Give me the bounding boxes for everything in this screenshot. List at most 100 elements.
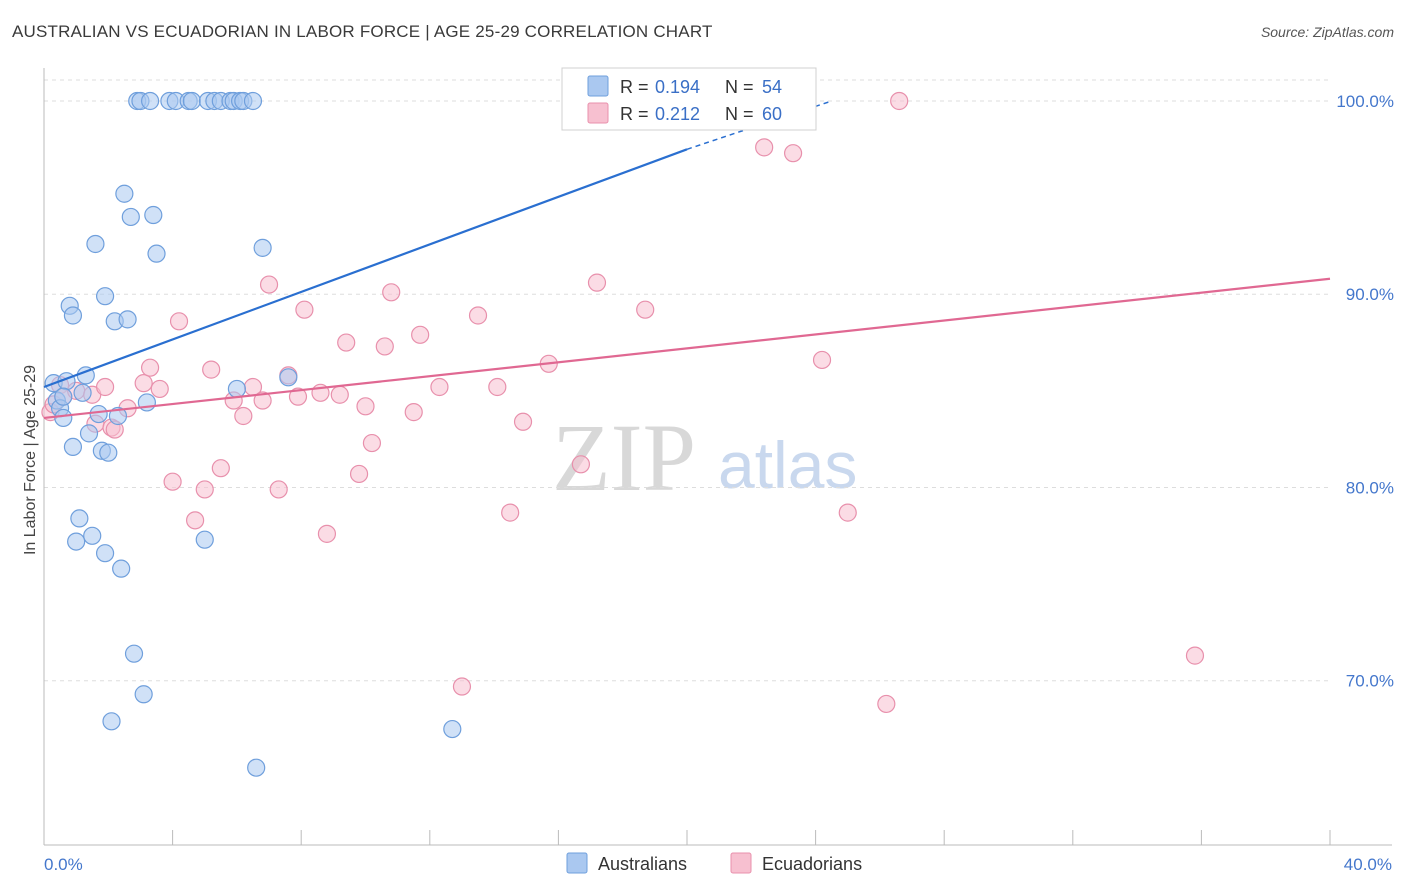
australians-point[interactable] [63, 306, 83, 325]
y-tick-label: 100.0% [1336, 92, 1394, 111]
australians-point[interactable] [443, 719, 462, 739]
ecuadorians-point[interactable] [186, 511, 205, 530]
australians-point[interactable] [118, 310, 137, 329]
ecuadorians-point[interactable] [411, 325, 430, 344]
ecuadorians-point[interactable] [452, 677, 472, 696]
australians-point[interactable] [54, 387, 73, 406]
ecuadorians-point[interactable] [195, 480, 214, 499]
australians-point[interactable] [253, 238, 272, 257]
australians-point[interactable] [83, 526, 102, 545]
australians-point[interactable] [112, 559, 131, 578]
ecuadorians-point[interactable] [337, 333, 356, 352]
legend-r-value-ecuadorians: 0.212 [655, 104, 700, 124]
australians-point[interactable] [144, 205, 163, 225]
ecuadorians-point[interactable] [134, 374, 153, 393]
ecuadorians-point[interactable] [295, 300, 314, 319]
bottom-legend-swatch-ecuadorians[interactable] [730, 852, 752, 874]
australians-point[interactable] [70, 509, 89, 528]
australians-point[interactable] [243, 91, 263, 111]
ecuadorians-point[interactable] [382, 283, 401, 302]
bottom-legend-label-australians[interactable]: Australians [598, 854, 687, 874]
ecuadorians-trend-line [43, 277, 1331, 420]
australians-point[interactable] [86, 234, 105, 254]
ecuadorians-point[interactable] [356, 397, 375, 416]
australians-point[interactable] [95, 287, 115, 306]
ecuadorians-point[interactable] [877, 694, 896, 714]
ecuadorians-point[interactable] [783, 144, 803, 163]
stats-legend: R = 0.194 N = 54 R = 0.212 N = 60 [561, 67, 817, 131]
australians-point[interactable] [89, 404, 108, 424]
ecuadorians-point[interactable] [430, 377, 449, 397]
ecuadorians-point[interactable] [349, 464, 369, 484]
australians-point[interactable] [121, 207, 140, 227]
ecuadorians-point[interactable] [202, 360, 221, 379]
australians-point[interactable] [102, 712, 121, 731]
ecuadorians-point[interactable] [636, 300, 655, 319]
australians-point[interactable] [195, 530, 214, 549]
x-tick-label-max: 40.0% [1344, 855, 1392, 874]
australians-point[interactable] [67, 532, 86, 551]
australians-point[interactable] [227, 379, 246, 399]
ecuadorians-point[interactable] [234, 406, 253, 426]
ecuadorians-point[interactable] [375, 337, 394, 356]
bottom-legend-label-ecuadorians[interactable]: Ecuadorians [762, 854, 862, 874]
y-tick-label: 90.0% [1346, 285, 1394, 304]
ecuadorians-point[interactable] [468, 306, 488, 325]
australians-point[interactable] [63, 437, 83, 457]
australians-point[interactable] [95, 544, 115, 563]
x-tick-label-min: 0.0% [44, 855, 83, 874]
ecuadorians-point[interactable] [259, 275, 279, 294]
australians-point[interactable] [108, 406, 128, 426]
australians-point[interactable] [140, 91, 160, 111]
ecuadorians-point[interactable] [404, 403, 423, 422]
australians-point[interactable] [54, 408, 73, 428]
ecuadorians-point[interactable] [317, 524, 337, 543]
australians-point[interactable] [79, 424, 99, 443]
bottom-legend-swatch-australians[interactable] [566, 852, 588, 874]
axes [43, 68, 1392, 846]
australians-point[interactable] [115, 184, 134, 203]
australians-point[interactable] [147, 244, 166, 263]
legend-r-label-ecuadorians: R = [620, 104, 649, 124]
legend-r-label-australians: R = [620, 77, 649, 97]
ecuadorians-point[interactable] [755, 138, 774, 157]
ecuadorians-point[interactable] [253, 391, 272, 410]
ecuadorians-point[interactable] [501, 503, 520, 522]
australians-point[interactable] [99, 443, 118, 462]
ecuadorians-point[interactable] [838, 503, 857, 522]
ecuadorians-point[interactable] [890, 91, 909, 111]
y-tick-label: 70.0% [1346, 672, 1394, 691]
australians-point[interactable] [247, 758, 266, 777]
legend-n-label-australians: N = [725, 77, 754, 97]
australians-point[interactable] [124, 644, 144, 663]
australians-point[interactable] [73, 383, 92, 402]
ecuadorians-point[interactable] [211, 459, 230, 478]
legend-r-value-australians: 0.194 [655, 77, 700, 97]
legend-n-value-ecuadorians: 60 [762, 104, 782, 124]
ecuadorians-point[interactable] [140, 358, 160, 377]
ecuadorians-point[interactable] [288, 387, 308, 406]
ecuadorians-point[interactable] [513, 412, 533, 431]
ecuadorians-point[interactable] [330, 385, 349, 404]
ecuadorians-point[interactable] [362, 433, 382, 453]
legend-swatch-ecuadorians [587, 102, 609, 124]
ecuadorians-point[interactable] [269, 480, 288, 499]
chart-title: AUSTRALIAN VS ECUADORIAN IN LABOR FORCE … [12, 22, 713, 41]
trend-lines [43, 100, 1331, 420]
ecuadorians-point[interactable] [95, 377, 115, 397]
watermark-atlas: atlas [718, 428, 857, 502]
australians-point[interactable] [134, 685, 153, 704]
ecuadorians-point[interactable] [812, 350, 832, 370]
chart-source: Source: ZipAtlas.com [1260, 24, 1394, 40]
ecuadorians-point[interactable] [1185, 646, 1205, 665]
ecuadorians-point[interactable] [150, 379, 169, 399]
watermark-zip: ZIP [552, 404, 696, 511]
ecuadorians-point[interactable] [488, 377, 507, 397]
ecuadorians-point[interactable] [169, 312, 189, 331]
australians-point[interactable] [279, 368, 298, 387]
australians-point[interactable] [182, 91, 201, 111]
ecuadorians-point[interactable] [163, 472, 182, 491]
ecuadorians-point[interactable] [571, 455, 591, 474]
ecuadorians-point[interactable] [587, 273, 607, 292]
